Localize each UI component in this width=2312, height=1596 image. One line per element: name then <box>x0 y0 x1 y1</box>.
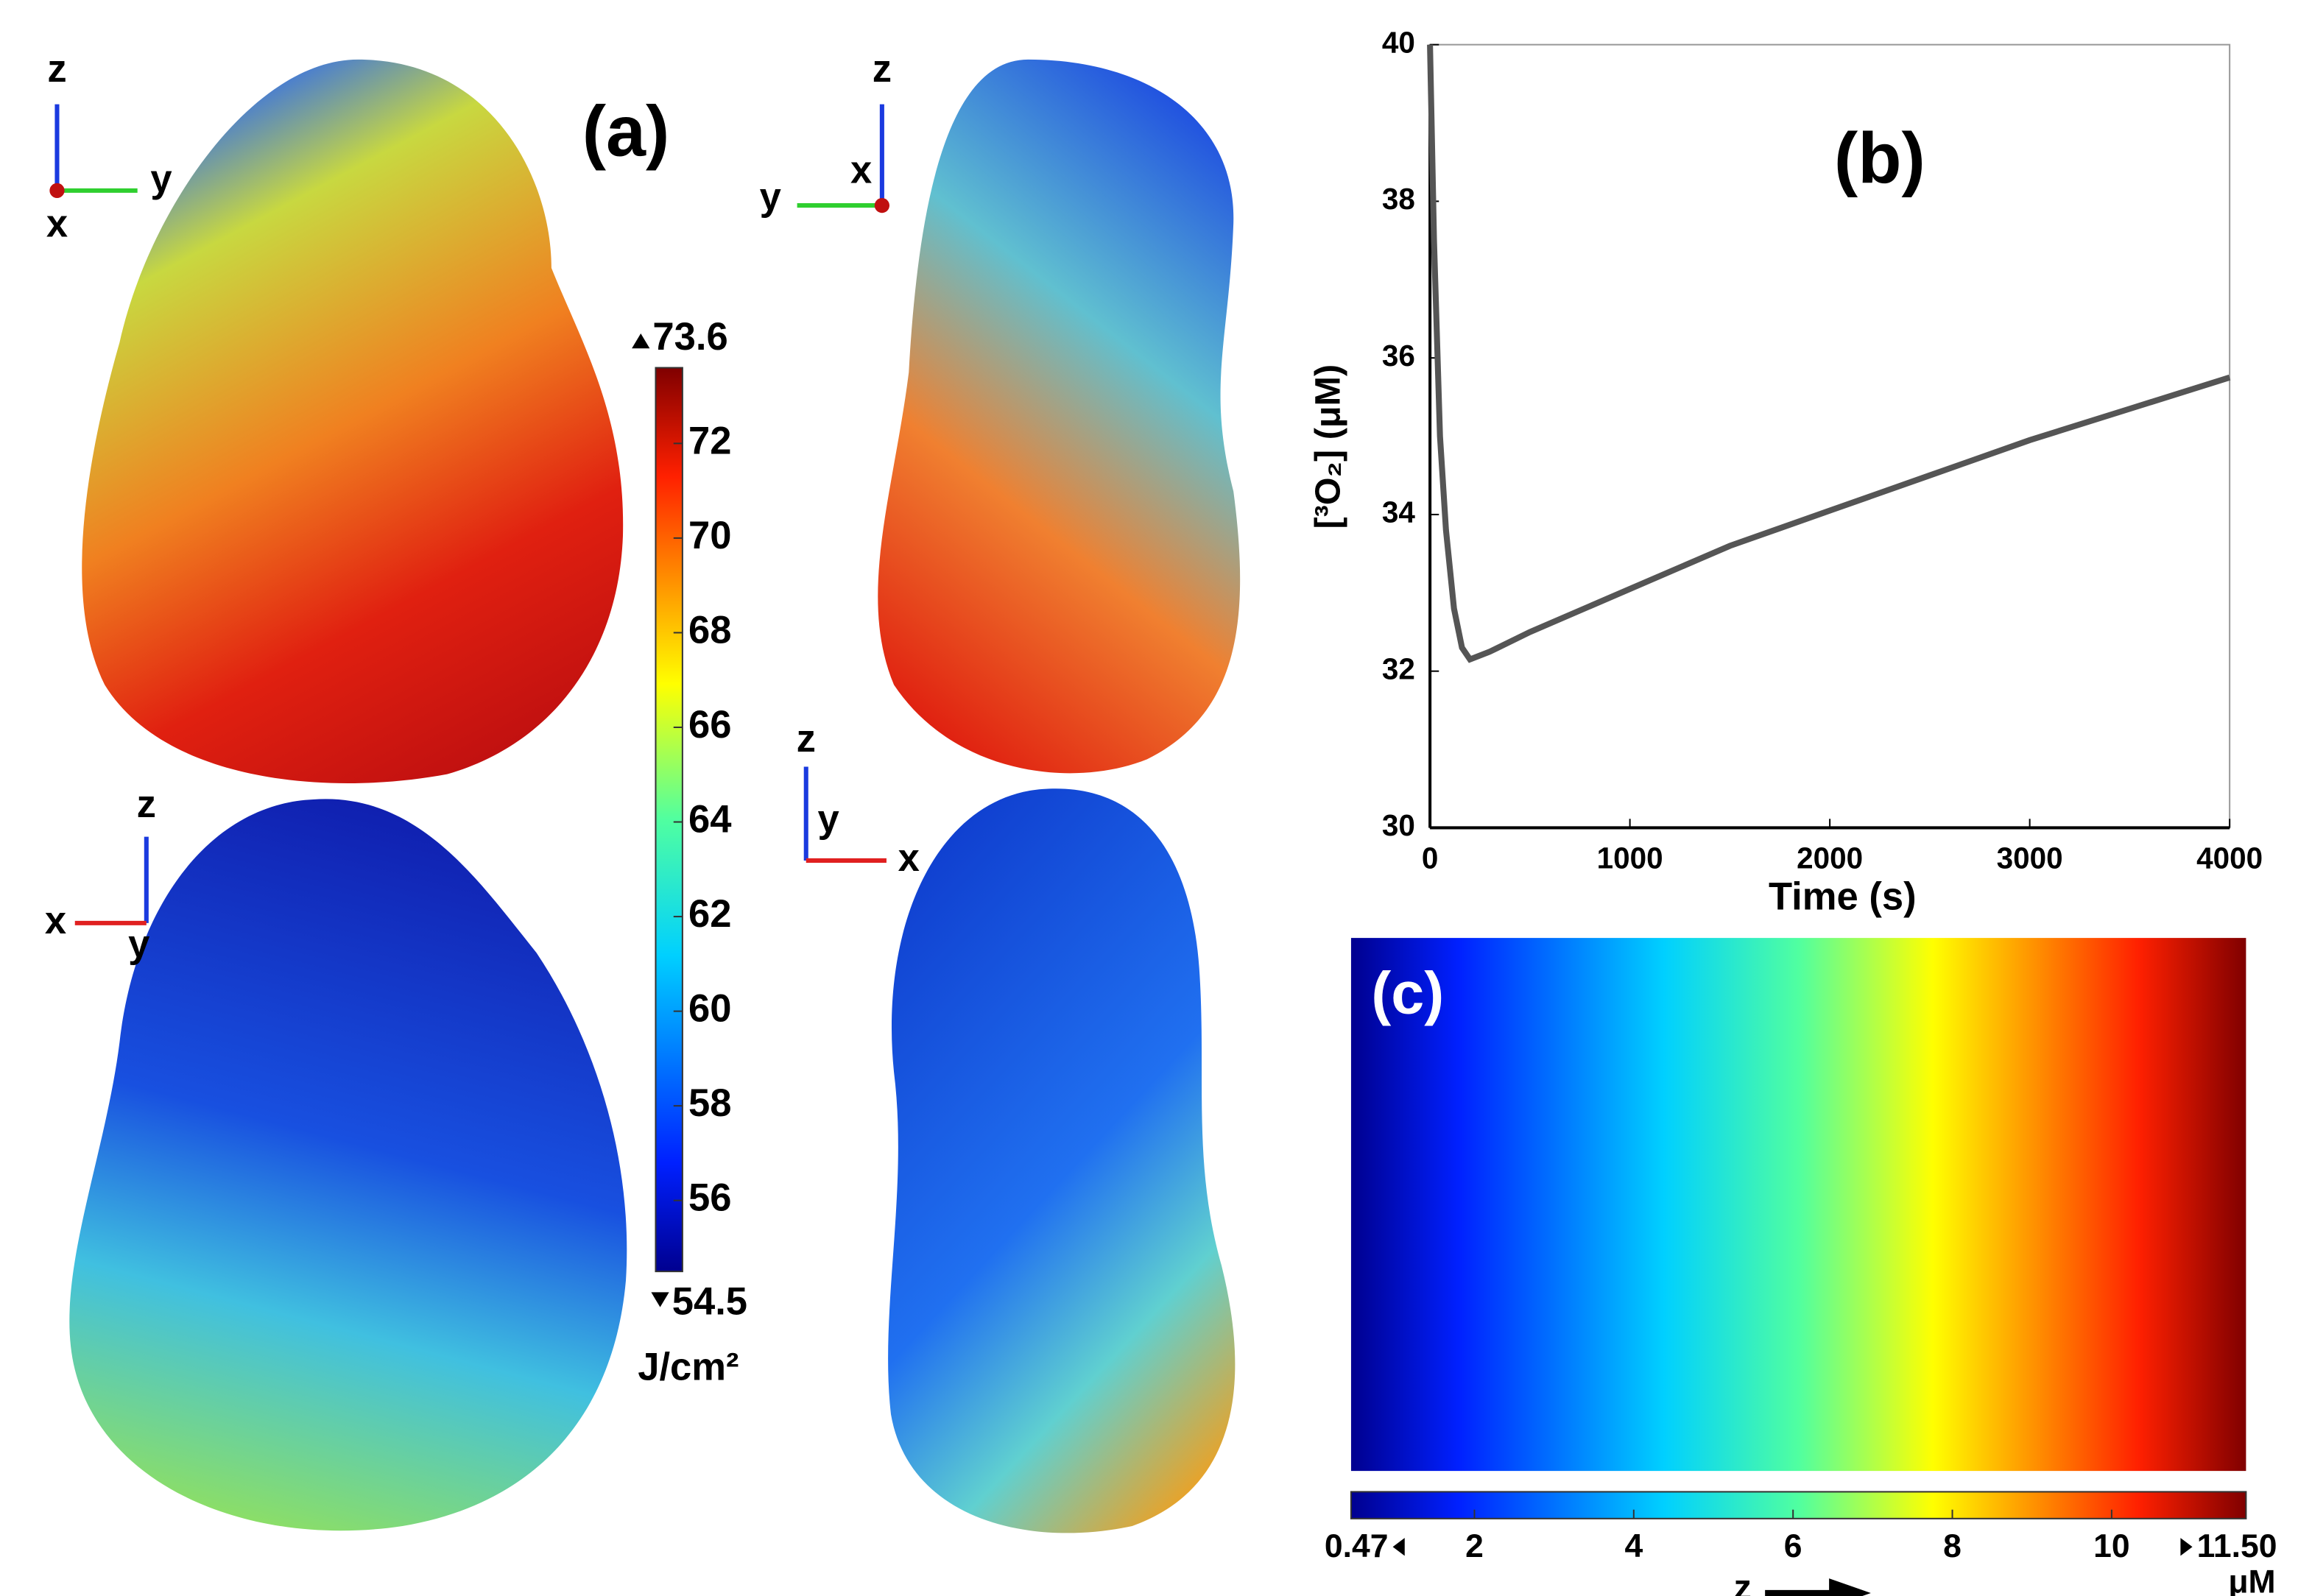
axis-direction: z <box>1734 1568 1752 1596</box>
axis-letter: z <box>797 717 816 760</box>
axis-triad: z x y <box>45 783 156 966</box>
colorbar <box>1350 1491 2247 1519</box>
colorbar-tick-label: 70 <box>688 514 731 557</box>
x-tick-label: 3000 <box>1997 841 2063 875</box>
colorbar-tick-label: 2 <box>1465 1528 1484 1564</box>
arrow <box>1765 1578 1871 1596</box>
y-tick-label: 30 <box>1382 808 1415 842</box>
panel-label: (c) <box>1371 960 1444 1026</box>
max-marker <box>2180 1538 2193 1556</box>
y-tick-label: 38 <box>1382 182 1415 216</box>
surface-view <box>888 788 1236 1533</box>
colorbar-tick-label: 6 <box>1784 1528 1802 1564</box>
surface-view <box>878 59 1241 774</box>
colorbar-tick-label: 66 <box>688 703 731 746</box>
colorbar-unit: J/cm² <box>638 1345 739 1388</box>
colorbar <box>655 367 683 1273</box>
x-tick-label: 1000 <box>1597 841 1663 875</box>
surface-view <box>69 799 627 1531</box>
axis-letter: z <box>137 783 156 826</box>
x-tick-label: 4000 <box>2196 841 2263 875</box>
axis-letter: x <box>46 202 68 245</box>
panel-label: (b) <box>1834 118 1925 198</box>
x-axis-label: Time (s) <box>1769 875 1917 918</box>
plot-frame <box>1429 43 2231 829</box>
axis-letter: y <box>128 922 149 966</box>
y-tick-label: 40 <box>1382 25 1415 59</box>
min-marker <box>651 1292 669 1307</box>
colorbar-min: 54.5 <box>672 1280 747 1324</box>
colorbar-tick-label: 60 <box>688 987 731 1031</box>
panel-label: (a) <box>582 91 670 172</box>
data-line <box>1427 44 2231 663</box>
colorbar-tick-label: 58 <box>688 1081 731 1125</box>
x-tick-label: 0 <box>1422 841 1439 875</box>
surface-view <box>82 59 624 783</box>
axis-triad: z y x <box>46 47 172 245</box>
colorbar-tick-label: 68 <box>688 608 731 652</box>
colorbar-max: 11.50 <box>2197 1528 2277 1564</box>
colorbar-tick-label: 4 <box>1624 1528 1643 1564</box>
colorbar-max: 73.6 <box>652 315 727 359</box>
y-tick-label: 36 <box>1382 339 1415 372</box>
colorbar-unit: μM <box>2228 1564 2275 1596</box>
colorbar-tick-label: 62 <box>688 892 731 936</box>
colorbar-tick-label: 56 <box>688 1176 731 1220</box>
heatmap <box>1350 938 2246 1472</box>
axis-triad: z y x <box>797 717 920 880</box>
colorbar-tick-label: 64 <box>688 797 731 841</box>
x-tick-label: 2000 <box>1797 841 1863 875</box>
axis-letter: x <box>898 836 920 880</box>
colorbar-tick-label: 72 <box>688 419 731 462</box>
axis-letter: y <box>817 797 839 841</box>
y-tick-label: 32 <box>1382 652 1415 685</box>
axis-triad: z y x <box>760 47 892 219</box>
axis-letter: x <box>45 899 66 942</box>
max-marker <box>632 333 650 349</box>
colorbar-min: 0.47 <box>1325 1528 1389 1564</box>
axis-letter: z <box>873 47 892 91</box>
colorbar-tick-label: 10 <box>2093 1528 2129 1564</box>
axis-letter: z <box>47 47 66 91</box>
axis-letter: y <box>760 175 781 219</box>
axis-letter: x <box>850 148 872 191</box>
y-axis-label: [³O₂] (μM) <box>1308 364 1347 529</box>
colorbar-tick-label: 8 <box>1943 1528 1962 1564</box>
axis-letter: y <box>150 158 172 201</box>
y-tick-label: 34 <box>1382 495 1415 529</box>
min-marker <box>1392 1538 1405 1556</box>
